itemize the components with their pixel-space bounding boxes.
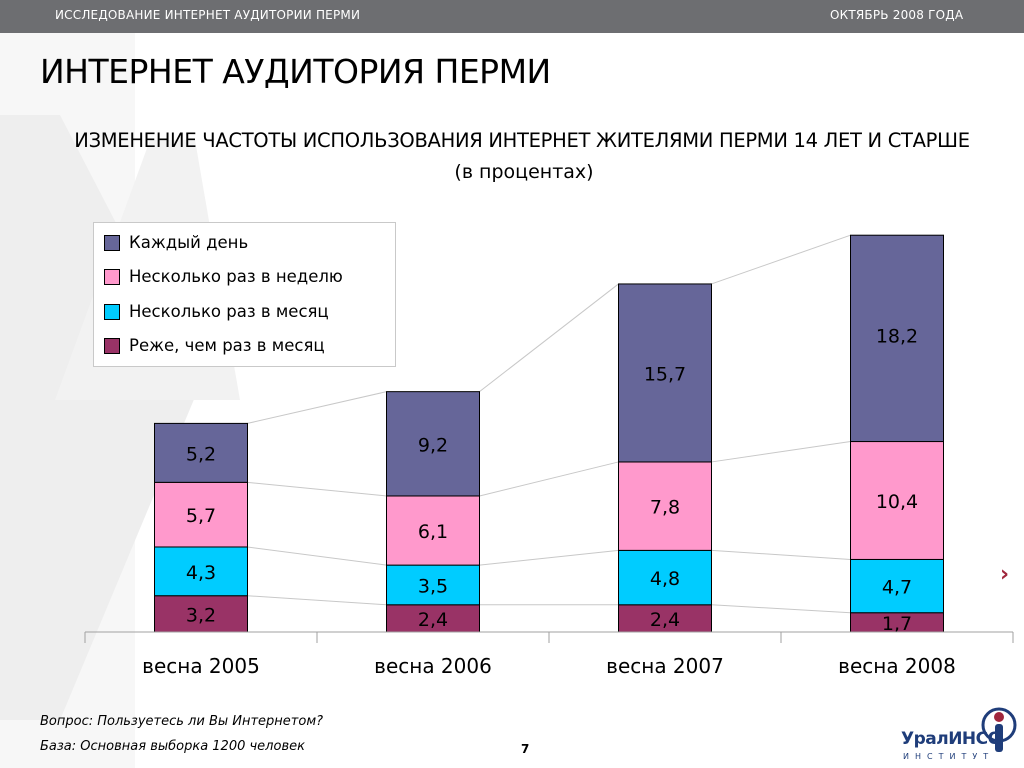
legend-label-daily: Каждый день [129, 233, 249, 252]
legend-swatch-monthly [104, 304, 120, 320]
bar-segment-s4-c2 [386, 391, 480, 497]
bar-segment-s4-c3 [618, 283, 712, 463]
data-label-s2-c3: 4,8 [650, 568, 680, 590]
series-line-1-3 [711, 604, 851, 614]
bar-segment-s4-c4 [850, 234, 944, 443]
series-line-3-3 [711, 441, 851, 463]
category-label-1: весна 2005 [142, 654, 260, 678]
bar-segment-s2-c3 [618, 549, 712, 606]
legend-swatch-daily [104, 235, 120, 251]
chart-title: ИЗМЕНЕНИЕ ЧАСТОТЫ ИСПОЛЬЗОВАНИЯ ИНТЕРНЕТ… [74, 129, 970, 152]
data-label-s4-c4: 18,2 [876, 326, 918, 348]
data-label-s1-c2: 2,4 [418, 609, 448, 631]
data-label-s1-c3: 2,4 [650, 609, 680, 631]
data-label-s3-c2: 6,1 [418, 521, 448, 543]
series-line-2-1 [247, 546, 387, 566]
bar-segment-s2-c4 [850, 558, 944, 614]
company-logo: УралИНСО ИНСТИТУТ [895, 703, 1020, 765]
series-line-2-3 [711, 549, 851, 560]
chart-legend: Каждый день Несколько раз в неделю Неско… [93, 222, 396, 367]
series-line-3-1 [247, 481, 387, 497]
data-label-s2-c2: 3,5 [418, 575, 448, 597]
header-left-text: ИССЛЕДОВАНИЕ ИНТЕРНЕТ АУДИТОРИИ ПЕРМИ [55, 8, 361, 22]
series-line-1-1 [247, 595, 387, 606]
data-label-s3-c4: 10,4 [876, 491, 918, 513]
logo-subtitle: ИНСТИТУТ [903, 752, 995, 761]
legend-swatch-rarely [104, 338, 120, 354]
category-label-2: весна 2006 [374, 654, 492, 678]
bar-segment-s3-c3 [618, 461, 712, 551]
bar-segment-s3-c2 [386, 495, 480, 566]
data-label-s4-c2: 9,2 [418, 434, 448, 456]
logo-name: УралИНСО [901, 729, 1002, 749]
header-bar: ИССЛЕДОВАНИЕ ИНТЕРНЕТ АУДИТОРИИ ПЕРМИ ОК… [0, 0, 1024, 33]
data-label-s2-c4: 4,7 [882, 577, 912, 599]
category-label-4: весна 2008 [838, 654, 956, 678]
logo-figure-icon [981, 707, 1017, 752]
bar-segment-s2-c2 [386, 564, 480, 606]
data-label-s1-c4: 1,7 [882, 613, 912, 635]
series-line-2-2 [479, 549, 619, 566]
data-label-s4-c1: 5,2 [186, 443, 216, 465]
series-line-4-3 [711, 234, 851, 285]
bar-segment-s3-c4 [850, 441, 944, 560]
data-label-s2-c1: 4,3 [186, 562, 216, 584]
bar-segment-s3-c1 [154, 481, 248, 548]
data-label-s3-c3: 7,8 [650, 497, 680, 519]
category-label-3: весна 2007 [606, 654, 724, 678]
data-label-s4-c3: 15,7 [644, 363, 686, 385]
footnote-question: Вопрос: Пользуетесь ли Вы Интернетом? [40, 714, 324, 729]
legend-swatch-weekly [104, 269, 120, 285]
legend-label-weekly: Несколько раз в неделю [129, 267, 343, 286]
legend-label-monthly: Несколько раз в месяц [129, 302, 329, 321]
page-title: ИНТЕРНЕТ АУДИТОРИЯ ПЕРМИ [40, 52, 551, 91]
series-line-3-2 [479, 461, 619, 497]
page-number: 7 [521, 742, 530, 756]
footnote-base: База: Основная выборка 1200 человек [40, 739, 305, 754]
header-right-text: ОКТЯБРЬ 2008 ГОДА [830, 8, 964, 22]
data-label-s3-c1: 5,7 [186, 505, 216, 527]
bar-segment-s4-c1 [154, 422, 248, 483]
next-slide-arrow-icon[interactable]: › [1000, 562, 1010, 587]
series-line-4-2 [479, 283, 619, 393]
series-line-4-1 [247, 391, 387, 424]
legend-label-rarely: Реже, чем раз в месяц [129, 336, 325, 355]
chart-subtitle: (в процентах) [454, 161, 594, 183]
data-label-s1-c1: 3,2 [186, 604, 216, 626]
bar-segment-s2-c1 [154, 546, 248, 597]
